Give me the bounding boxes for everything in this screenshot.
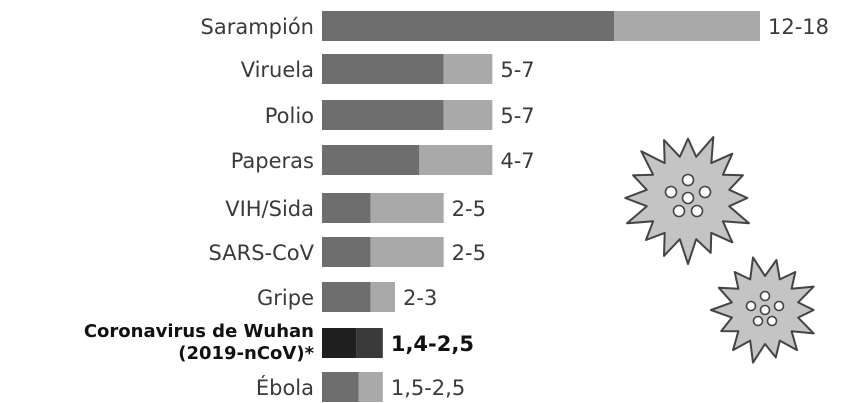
- category-label: Viruela: [241, 58, 314, 82]
- bar-high-segment: [370, 237, 444, 267]
- value-label: 4-7: [500, 149, 534, 173]
- value-label: 1,4-2,5: [391, 332, 474, 356]
- category-label: (2019-nCoV)*: [178, 343, 314, 364]
- virus-icon: [624, 136, 750, 265]
- bar-low-segment: [322, 11, 614, 41]
- bar-low-segment: [322, 145, 420, 175]
- value-label: 5-7: [500, 104, 534, 128]
- value-label: 1,5-2,5: [391, 376, 465, 400]
- category-label: Sarampión: [201, 15, 314, 39]
- bar-low-segment: [322, 237, 371, 267]
- category-label: Ébola: [256, 375, 314, 400]
- category-label: Polio: [265, 104, 314, 128]
- bar-low-segment: [322, 282, 371, 312]
- value-label: 2-3: [403, 286, 437, 310]
- bar-low-segment: [322, 193, 371, 223]
- bar-high-segment: [443, 100, 493, 130]
- bar-low-segment: [322, 100, 444, 130]
- value-label: 2-5: [452, 197, 486, 221]
- bar-high-segment: [419, 145, 493, 175]
- bar-low-segment: [322, 372, 359, 402]
- bar-high-segment: [443, 54, 493, 84]
- virus-icon: [710, 256, 815, 364]
- value-label: 5-7: [500, 58, 534, 82]
- category-label: Coronavirus de Wuhan: [84, 321, 314, 342]
- bar-low-segment: [322, 328, 357, 358]
- category-label: Paperas: [231, 149, 314, 173]
- bar-high-segment: [614, 11, 760, 41]
- value-label: 12-18: [768, 15, 829, 39]
- bar-high-segment: [370, 282, 395, 312]
- category-label: VIH/Sida: [225, 197, 314, 221]
- category-label: Gripe: [257, 286, 314, 310]
- bar-high-segment: [370, 193, 444, 223]
- category-label: SARS-CoV: [209, 241, 315, 265]
- value-label: 2-5: [452, 241, 486, 265]
- bar-high-segment: [356, 328, 383, 358]
- bar-low-segment: [322, 54, 444, 84]
- bar-high-segment: [358, 372, 383, 402]
